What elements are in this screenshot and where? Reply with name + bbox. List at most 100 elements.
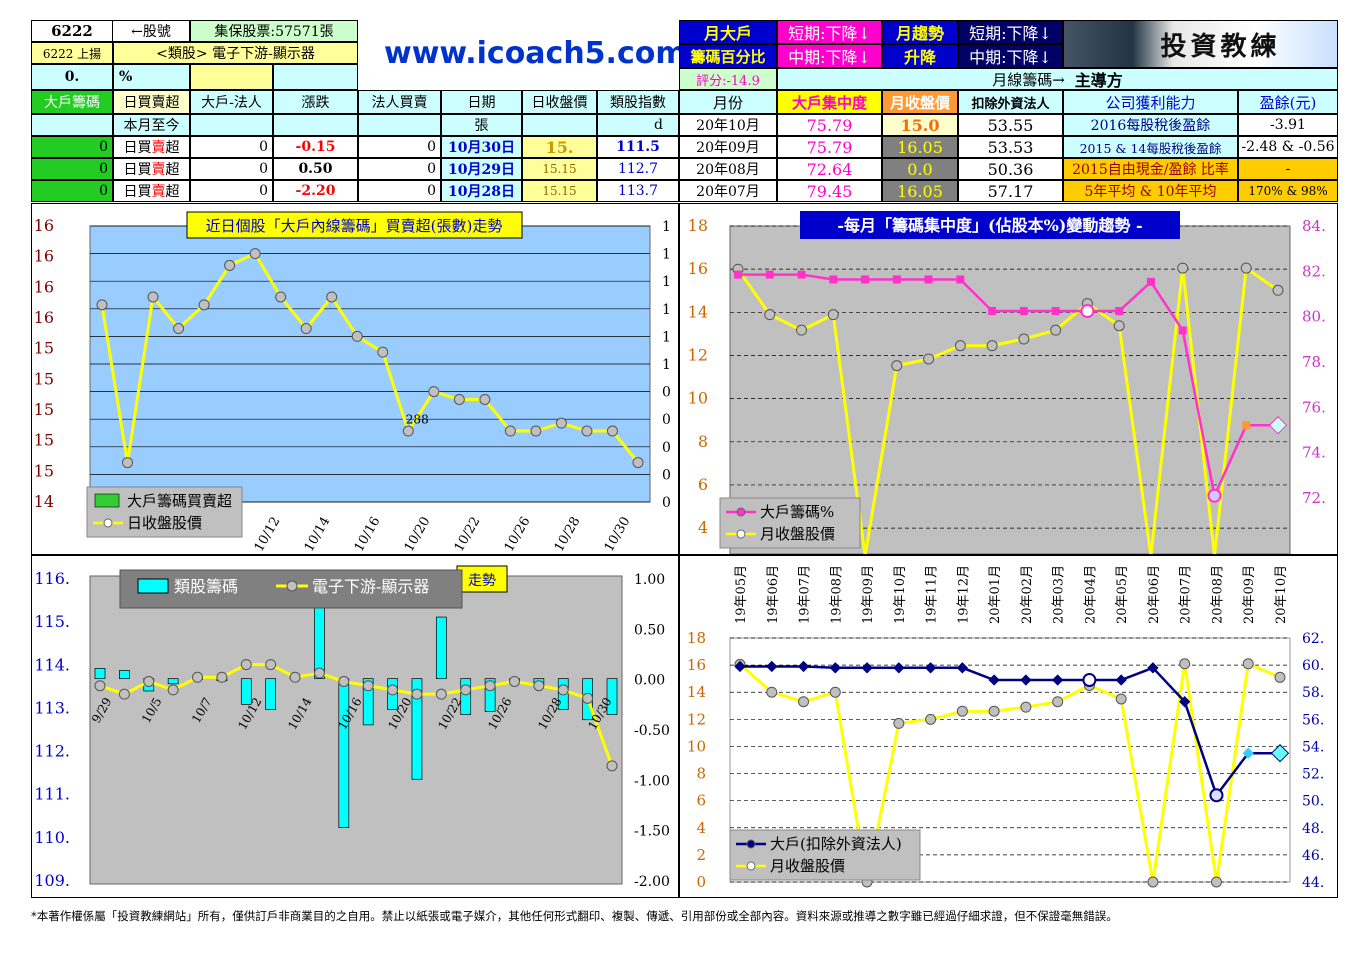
chart-title: 走勢 <box>468 573 496 589</box>
concentration-point <box>797 270 806 279</box>
profit-value: 170% & 98% <box>1238 180 1338 202</box>
y-left-tick: 115. <box>34 612 70 631</box>
website-link[interactable]: www.icoach5.com <box>384 36 687 71</box>
daily-unit-6 <box>522 114 597 136</box>
y-right-tick: 1 <box>662 274 671 290</box>
monthly-concentration: 79.45 <box>777 180 882 202</box>
x-tick: 20年09月 <box>1242 565 1257 624</box>
y-right-tick: 74. <box>1302 444 1326 462</box>
monthly-price-point <box>1020 701 1032 713</box>
y-left-tick: 12 <box>687 710 706 728</box>
sector-index-line <box>99 663 614 767</box>
concentration-point <box>861 275 870 284</box>
monthly-chip-label: 月線籌碼→ <box>992 70 1065 89</box>
annotation: 288 <box>406 413 429 427</box>
monthly-big-label: 月大戶 <box>679 20 777 44</box>
legend-label: 大戶(扣除外資法人) <box>770 835 902 853</box>
footer-disclaimer: *本著作權係屬「投資教練網站」所有，僅供訂戶非商業目的之自用。禁止以紙張或電子媒… <box>31 909 1118 923</box>
monthly-price-line <box>736 265 1279 557</box>
close-price-point <box>275 291 287 303</box>
chart-panel-sector: 116. 115. 114. 113. 112. 111. 110. 109. 1.00 0.50… <box>31 555 679 898</box>
close-price-point <box>300 323 312 335</box>
daily-header-2: 大戶-法人 <box>190 90 273 114</box>
y-right-tick: 1 <box>662 329 671 345</box>
legend-marker <box>736 507 746 517</box>
sector-index-point <box>484 680 496 692</box>
y-right-tick: 1 <box>662 219 671 235</box>
x-tick: 19年11月 <box>925 565 940 624</box>
x-tick: 19年08月 <box>829 565 844 624</box>
monthly-price-point <box>956 705 968 717</box>
sector-index-point <box>606 760 618 772</box>
concentration-point <box>1146 277 1155 286</box>
monthly-price-point <box>1147 876 1159 888</box>
y-left-tick: 15 <box>34 369 54 388</box>
y-left-tick: 111. <box>34 785 70 804</box>
monthly-concentration: 72.64 <box>777 158 882 180</box>
y-right-tick: 76. <box>1302 398 1326 416</box>
monthly-close: 16.05 <box>882 180 958 202</box>
y-left-tick: 16 <box>34 277 54 296</box>
ratio-value: 0. <box>31 64 113 90</box>
sector-index-point <box>240 659 252 671</box>
y-left-tick: 116. <box>34 569 70 588</box>
monthly-ex-foreign: 57.17 <box>958 180 1063 202</box>
monthly-ex-foreign: 53.55 <box>958 114 1063 136</box>
y-left-tick: 0 <box>696 873 706 891</box>
daily-diff: 0 <box>190 136 273 158</box>
sector-chip-bar <box>94 668 106 680</box>
y-right-tick: 1 <box>662 247 671 263</box>
sector-index-point <box>192 671 204 683</box>
sector-index-point <box>411 688 423 700</box>
sector-index-point <box>387 684 399 696</box>
x-tick: 10/26 <box>502 515 534 555</box>
daily-unit-2 <box>190 114 273 136</box>
big-holder-point <box>988 674 1000 686</box>
close-price-point <box>504 425 516 437</box>
x-tick: 10/30 <box>602 515 634 555</box>
monthly-concentration: 75.79 <box>777 136 882 158</box>
concentration-point <box>988 307 997 316</box>
monthly-close: 0.0 <box>882 158 958 180</box>
daily-label: 日買賣超 <box>113 158 190 180</box>
title-box <box>186 211 523 239</box>
big-holder-point <box>1270 744 1290 763</box>
concentration-point <box>924 275 933 284</box>
monthly-price-point <box>986 340 998 352</box>
monthly-price-point <box>1052 696 1064 708</box>
monthly-header-0: 月份 <box>679 90 777 114</box>
profit-label: 2015 & 14每股稅後盈餘 <box>1063 136 1238 158</box>
legend-label: 月收盤股價 <box>770 857 845 875</box>
y-right-tick: 0.50 <box>634 622 665 638</box>
y-left-tick: 15 <box>34 461 54 480</box>
chip-pct-label: 籌碼百分比 <box>679 44 777 68</box>
sector-chip-bar <box>606 678 618 715</box>
title-box <box>456 565 508 593</box>
close-price-line <box>100 251 640 464</box>
sector-index-point <box>167 684 179 696</box>
y-right-tick: 0 <box>662 412 671 428</box>
daily-inst: 0 <box>358 136 441 158</box>
x-tick: 19年10月 <box>893 565 908 624</box>
y-left-tick: 16 <box>34 247 54 266</box>
concentration-point <box>829 275 838 284</box>
close-price-point <box>224 259 236 271</box>
daily-unit-5: 張 <box>441 114 522 136</box>
sector-chip-bar <box>338 678 350 828</box>
sector-index-point <box>94 680 106 692</box>
x-tick: 10/12 <box>252 515 284 555</box>
y-left-tick: 15 <box>34 431 54 450</box>
y-right-tick: 82. <box>1302 262 1326 280</box>
y-left-tick: 6 <box>698 475 708 494</box>
daily-close: 15.15 <box>522 180 597 202</box>
sector-chip-bar <box>265 678 277 710</box>
y-left-tick: 110. <box>34 828 70 847</box>
x-tick: 20年07月 <box>1179 565 1194 624</box>
legend-marker <box>746 839 756 849</box>
daily-header-7: 類股指數 <box>597 90 679 114</box>
x-tick: 19年09月 <box>861 565 876 624</box>
daily-unit-0 <box>31 114 113 136</box>
daily-close: 15.15 <box>522 158 597 180</box>
concentration-point <box>1080 304 1095 319</box>
monthly-price-point <box>1113 320 1125 332</box>
